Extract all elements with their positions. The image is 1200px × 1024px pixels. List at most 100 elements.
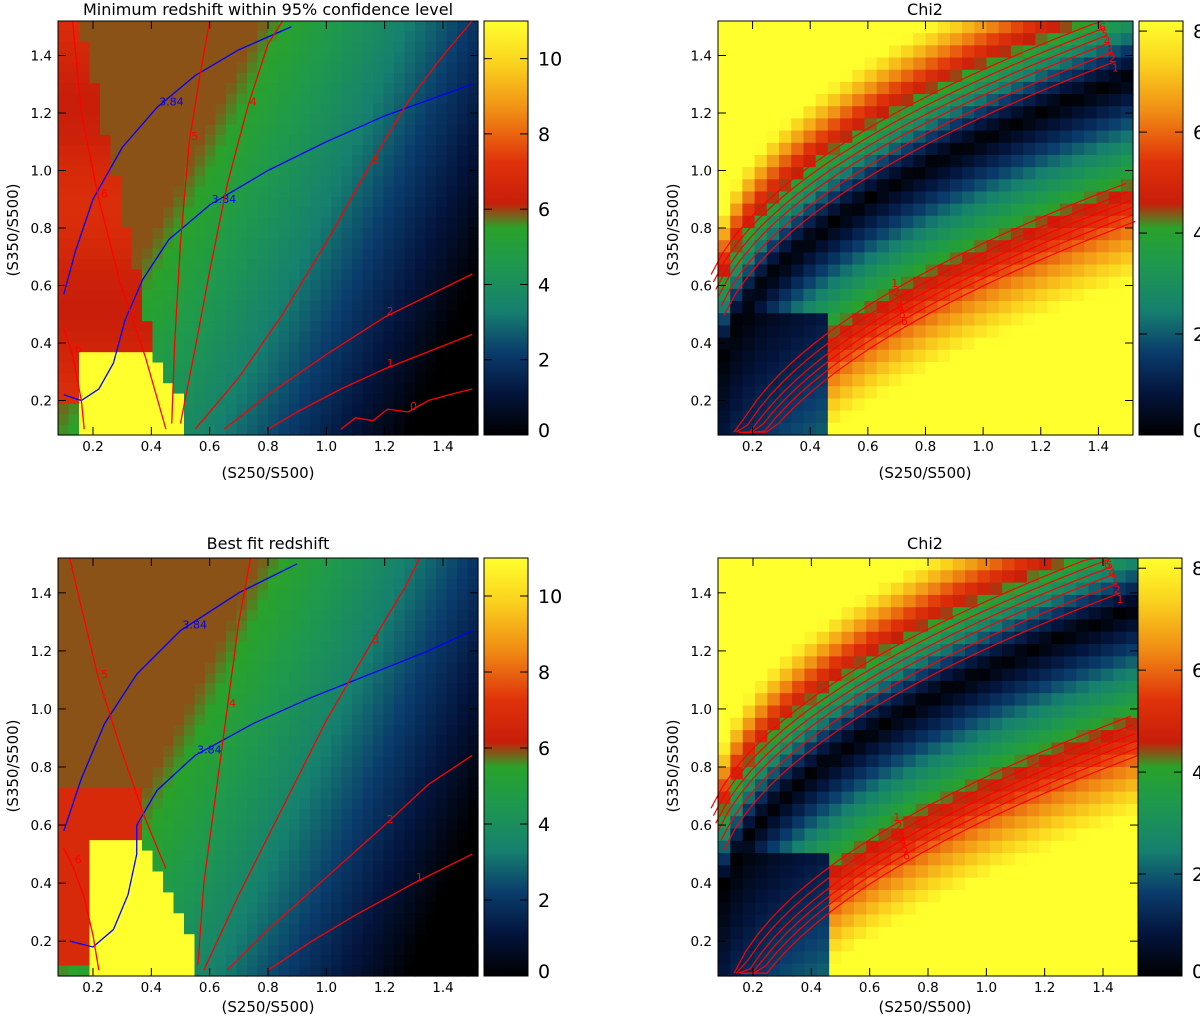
heatmap-cell [173,93,185,105]
contour-line [69,557,167,869]
heatmap-cell [404,248,416,260]
heatmap-cell [121,352,133,364]
heatmap-cell [58,704,70,716]
heatmap-cell [404,965,416,977]
heatmap-cell [100,228,112,239]
heatmap-cell [888,422,902,436]
panel-title: Chi2 [907,534,943,553]
heatmap-cell [152,290,164,302]
heatmap-cell [436,103,448,115]
heatmap-cell [1047,422,1061,436]
heatmap-cell [742,828,756,842]
heatmap-cell [949,81,963,95]
heatmap-cell [718,607,731,621]
heatmap-cell [131,72,143,84]
heatmap-cell [425,829,437,841]
heatmap-cell [1035,154,1049,168]
heatmap-cell [131,238,143,250]
heatmap-cell [236,321,248,333]
heatmap-cell [766,167,780,180]
heatmap-cell [436,767,448,779]
heatmap-cell [299,383,311,395]
heatmap-cell [373,767,385,779]
heatmap-cell [184,72,196,84]
heatmap-cell [215,352,227,364]
heatmap-cell [184,259,196,270]
heatmap-cell [142,300,154,312]
heatmap-cell [341,746,353,758]
heatmap-cell [436,362,448,374]
heatmap-cell [974,313,988,327]
heatmap-cell [962,240,975,253]
heatmap-cell [331,589,343,601]
heatmap-cell [226,934,238,946]
heatmap-cell [425,52,437,63]
heatmap-cell [1084,386,1097,400]
heatmap-cell [58,568,70,580]
heatmap-cell [1059,398,1073,412]
heatmap-cell [215,269,227,281]
heatmap-cell [1023,301,1036,314]
heatmap-cell [163,955,175,967]
heatmap-cell [79,819,91,831]
heatmap-cell [131,176,143,188]
heatmap-cell [767,705,781,719]
heatmap-cell [415,196,427,208]
heatmap-cell [58,124,70,136]
heatmap-cell [110,424,122,436]
heatmap-cell [1035,203,1049,217]
heatmap-cell [278,331,290,343]
heatmap-cell [373,798,385,810]
heatmap-cell [362,589,374,601]
heatmap-cell [383,798,395,810]
heatmap-cell [352,393,364,405]
heatmap-cell [68,725,80,737]
heatmap-cell [1023,349,1036,363]
heatmap-cell [804,779,818,793]
heatmap-cell [1120,57,1134,71]
heatmap-cell [362,756,374,768]
heatmap-cell [173,610,185,622]
heatmap-cell [352,145,364,157]
heatmap-cell [827,81,841,95]
heatmap-cell [58,558,70,570]
heatmap-cell [1047,325,1061,339]
heatmap-cell [163,83,175,95]
x-axis-label: (S250/S500) [221,998,314,1016]
heatmap-cell [100,21,112,32]
heatmap-cell [362,259,374,270]
heatmap-cell [79,300,91,312]
heatmap-cell [110,714,122,726]
heatmap-cell [457,902,469,914]
heatmap-cell [163,310,175,322]
heatmap-cell [331,196,343,208]
heatmap-cell [457,934,469,946]
heatmap-cell [841,582,855,596]
heatmap-cell [792,840,806,854]
heatmap-cell [352,279,364,291]
heatmap-cell [840,301,853,314]
heatmap-cell [205,704,217,716]
heatmap-cell [457,725,469,737]
heatmap-cell [352,238,364,250]
heatmap-cell [383,913,395,925]
heatmap-cell [341,944,353,956]
heatmap-cell [100,403,112,415]
heatmap-cell [467,746,479,758]
contour-label: 1 [891,277,898,290]
heatmap-cell [121,746,133,758]
heatmap-cell [767,582,781,596]
heatmap-cell [457,620,469,632]
heatmap-cell [730,142,744,156]
heatmap-cell [152,934,164,946]
heatmap-cell [173,725,185,737]
heatmap-cell [436,41,448,53]
heatmap-cell [1096,264,1110,278]
heatmap-cell [58,186,70,198]
heatmap-cell [827,228,841,241]
contour-label: 4 [1104,35,1111,48]
heatmap-cell [289,165,301,177]
heatmap-cell [215,424,227,436]
heatmap-cell [121,965,133,977]
heatmap-cell [152,93,164,105]
